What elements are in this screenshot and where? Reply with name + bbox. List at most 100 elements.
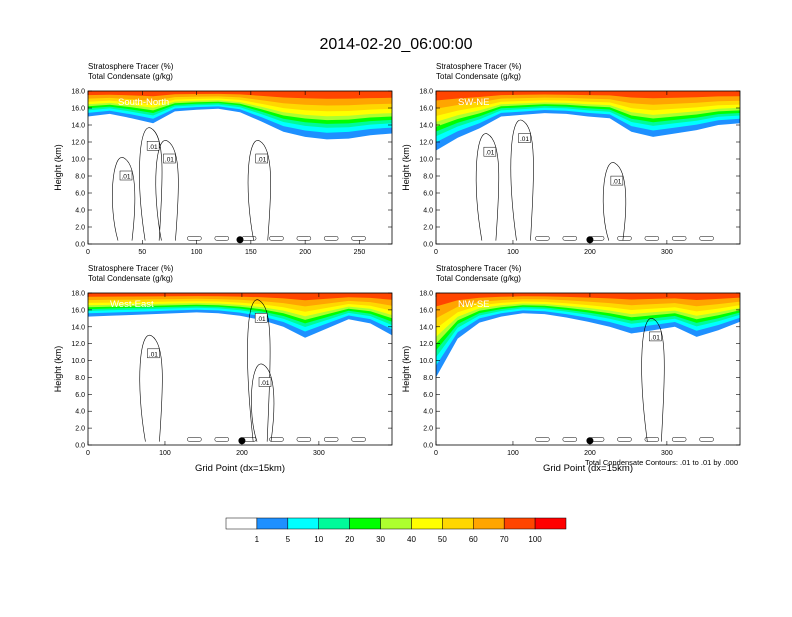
y-tick-label: 14.0 (71, 324, 85, 331)
colorbar-label: 70 (500, 535, 509, 544)
colorbar-label: 50 (438, 535, 447, 544)
y-axis-label: Height (km) (53, 144, 63, 191)
contour-label-box (254, 313, 268, 323)
colorbar-label: 20 (345, 535, 354, 544)
y-tick-label: 16.0 (419, 106, 433, 113)
panel-title-condensate: Total Condensate (g/kg) (436, 274, 521, 283)
contour-label-box (147, 348, 160, 359)
tracer-band-1 (436, 91, 740, 101)
condensate-contour (671, 236, 687, 241)
colorbar-swatch (473, 517, 505, 530)
panel-sw-ne: .01 .01 .01 Stratosphere Tracer (%)Total Co… (401, 62, 741, 256)
panel-title-condensate: Total Condensate (g/kg) (88, 72, 173, 81)
y-tick-label: 12.0 (71, 140, 85, 147)
x-tick-label: 250 (354, 249, 366, 256)
condensate-contour (602, 162, 627, 241)
colorbar-label: 1 (255, 535, 260, 544)
y-axis-label: Height (km) (401, 346, 411, 393)
panel-section-label: NW-SE (458, 299, 490, 310)
condensate-contour (617, 437, 632, 442)
x-tick-label: 50 (138, 249, 146, 256)
condensate-contour (139, 127, 163, 241)
y-tick-label: 8.0 (423, 174, 433, 181)
y-tick-label: 10.0 (71, 157, 85, 164)
condensate-contour (296, 437, 312, 442)
x-tick-label: 300 (661, 249, 673, 256)
x-tick-label: 0 (86, 450, 90, 457)
contour-label-box (258, 377, 272, 387)
y-tick-label: 18.0 (71, 89, 85, 96)
colorbar-swatch (287, 517, 319, 530)
colorbar-label: 60 (469, 535, 478, 544)
y-axis-label: Height (km) (53, 346, 63, 393)
contour-label-box (119, 170, 133, 181)
y-tick-label: 14.0 (419, 123, 433, 130)
y-tick-label: 4.0 (423, 409, 433, 416)
y-tick-label: 2.0 (423, 225, 433, 232)
contour-label-box (649, 331, 662, 342)
tracer-band-1 (436, 293, 740, 307)
tracer-clear-region (436, 318, 740, 445)
y-tick-label: 18.0 (419, 291, 433, 298)
y-tick-label: 4.0 (423, 208, 433, 215)
colorbar-swatch (256, 517, 289, 530)
colorbar-swatch (349, 517, 381, 530)
panel-title-condensate: Total Condensate (g/kg) (88, 274, 173, 283)
condensate-contour (323, 236, 339, 241)
colorbar-swatch (503, 517, 536, 530)
panel-title-tracer: Stratosphere Tracer (%) (436, 62, 522, 71)
y-tick-label: 0.0 (75, 242, 85, 249)
location-marker (238, 437, 246, 445)
contour-label: .01 (121, 174, 130, 181)
x-tick-label: 100 (507, 450, 519, 457)
colorbar-swatch (442, 517, 474, 530)
tracer-band-1 (88, 293, 392, 301)
condensate-contour (671, 437, 687, 442)
y-axis-label: Height (km) (401, 144, 411, 191)
tracer-clear-region (436, 118, 740, 244)
y-tick-label: 4.0 (75, 409, 85, 416)
y-tick-label: 18.0 (419, 89, 433, 96)
y-tick-label: 12.0 (71, 341, 85, 348)
condensate-contour (510, 119, 534, 241)
x-axis-label: Grid Point (dx=15km) (195, 463, 285, 474)
colorbar-label: 30 (376, 535, 385, 544)
y-tick-label: 2.0 (75, 426, 85, 433)
condensate-contour (269, 236, 284, 241)
location-marker (586, 236, 594, 244)
condensate-contour (251, 363, 275, 442)
x-tick-label: 200 (236, 450, 248, 457)
contour-label: .01 (260, 380, 269, 387)
contour-label: .01 (149, 351, 158, 358)
y-tick-label: 16.0 (71, 106, 85, 113)
plot-frame (435, 292, 741, 446)
contour-label: .01 (165, 157, 174, 164)
condensate-contour (562, 236, 578, 241)
condensate-contour (641, 318, 665, 442)
y-tick-label: 8.0 (75, 174, 85, 181)
location-marker (586, 437, 594, 445)
colorbar-label: 10 (314, 535, 323, 544)
y-tick-label: 14.0 (71, 123, 85, 130)
condensate-contour (535, 236, 550, 241)
condensate-contour (699, 437, 714, 442)
plot-area: .01 (436, 293, 740, 445)
condensate-contour (535, 437, 550, 442)
x-tick-label: 0 (86, 249, 90, 256)
colorbar-swatch (225, 517, 258, 530)
condensate-contour (112, 157, 136, 241)
figure-title: 2014-02-20_06:00:00 (319, 36, 472, 53)
condensate-contour (296, 236, 312, 241)
y-tick-label: 6.0 (75, 392, 85, 399)
x-tick-label: 100 (507, 249, 519, 256)
tracer-clear-region (88, 113, 392, 244)
condensate-contour (351, 437, 366, 442)
contour-label-box (610, 175, 624, 186)
y-tick-label: 16.0 (71, 307, 85, 314)
plot-frame (87, 292, 393, 446)
tracer-band-1 (88, 91, 392, 99)
condensate-contour (187, 236, 202, 241)
condensate-contour (139, 335, 163, 442)
panel-section-label: South-North (118, 97, 169, 108)
